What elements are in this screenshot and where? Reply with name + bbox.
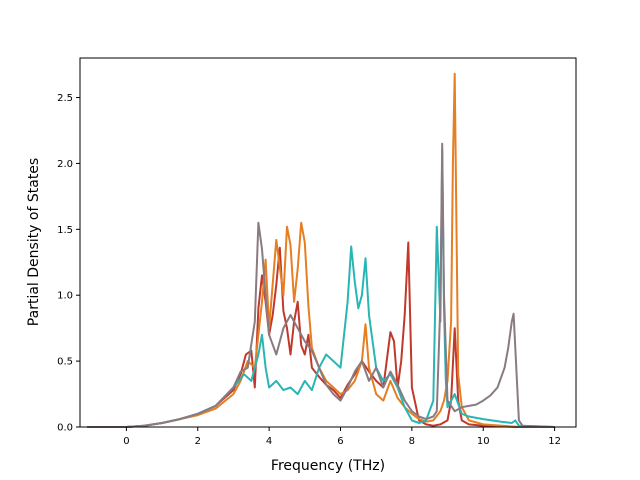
- y-tick-label: 2.0: [57, 159, 73, 170]
- x-tick-label: 8: [409, 436, 415, 447]
- series-line-1: [87, 241, 555, 428]
- x-tick-label: 2: [195, 436, 201, 447]
- y-tick-label: 1.5: [57, 225, 73, 236]
- y-axis-label: Partial Density of States: [26, 158, 42, 326]
- y-tick-label: 2.5: [57, 93, 73, 104]
- x-tick-label: 12: [548, 436, 561, 447]
- x-axis: 0 2 4 6 8 10 12: [123, 427, 561, 447]
- plot-area: [87, 72, 555, 428]
- y-tick-label: 0.5: [57, 357, 73, 368]
- x-tick-label: 6: [337, 436, 343, 447]
- x-tick-label: 4: [266, 436, 272, 447]
- series-line-4: [87, 142, 555, 428]
- series-line-2: [87, 72, 555, 428]
- y-tick-label: 0.0: [57, 423, 73, 434]
- x-axis-label: Frequency (THz): [271, 458, 385, 474]
- x-tick-label: 0: [123, 436, 129, 447]
- y-tick-label: 1.0: [57, 291, 73, 302]
- series-line-3: [87, 149, 555, 428]
- axes-frame: [79, 57, 577, 428]
- y-axis: 0.0 0.5 1.0 1.5 2.0 2.5: [57, 93, 80, 434]
- x-tick-label: 10: [477, 436, 490, 447]
